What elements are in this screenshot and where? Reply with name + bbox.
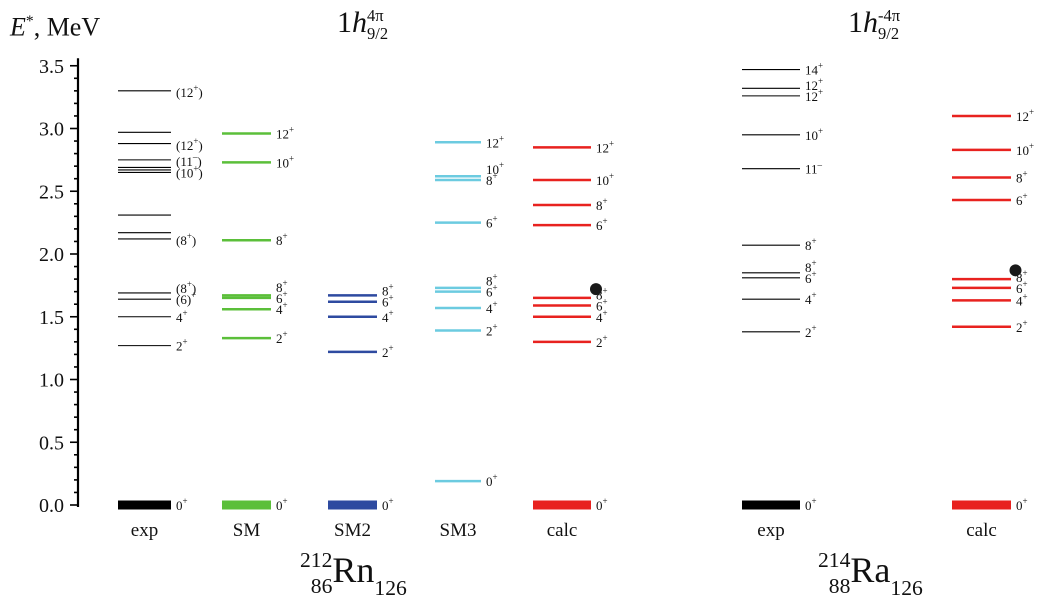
- column-1-sm-spin-label: 2+: [276, 329, 288, 346]
- y-tick-label: 2.0: [39, 244, 64, 266]
- column-4-calc-name: calc: [547, 520, 578, 541]
- column-0-exp-spin-label: (8+): [176, 279, 196, 296]
- y-tick-label: 0.5: [39, 432, 64, 454]
- column-5-exp-spin-label: 2+: [805, 323, 817, 340]
- nucleus-rn-label: 212 86 Rn126: [300, 548, 407, 600]
- column-4-calc-spin-label: 8+: [596, 196, 608, 213]
- column-4-calc-spin-label: 8+: [596, 285, 608, 302]
- column-1-sm-spin-label: 12+: [276, 125, 294, 142]
- y-tick-label: 3.5: [39, 56, 64, 78]
- column-2-sm2-spin-label: 6+: [382, 293, 394, 310]
- column-5-exp-spin-label: 12+: [805, 76, 823, 93]
- column-0-exp-spin-label: (11–): [176, 152, 202, 169]
- column-6-calc-spin-label: 4+: [1016, 291, 1028, 308]
- nucleus-ra-label: 214 88 Ra126: [818, 548, 923, 600]
- column-4-calc-spin-label: 10+: [596, 171, 614, 188]
- column-2-sm2-spin-label: 0+: [382, 496, 394, 513]
- column-5-exp-spin-label: 10+: [805, 126, 823, 143]
- y-tick-label: 1.0: [39, 370, 64, 392]
- column-5-exp-spin-label: 8+: [805, 258, 817, 275]
- column-2-sm2-name: SM2: [334, 520, 371, 541]
- column-1-sm-spin-label: 8+: [276, 231, 288, 248]
- column-5-exp-spin-label: 14+: [805, 61, 823, 78]
- column-1-sm-spin-label: 8+: [276, 278, 288, 295]
- column-5-exp-spin-label: 12+: [805, 87, 823, 104]
- column-3-sm3-spin-label: 8+: [486, 171, 498, 188]
- column-1-sm-name: SM: [233, 520, 261, 541]
- column-0-exp-spin-label: 4+: [176, 308, 188, 325]
- column-6-calc-spin-label: 0+: [1016, 496, 1028, 513]
- column-5-exp-spin-label: 4+: [805, 290, 817, 307]
- y-tick-label: 0.0: [39, 495, 64, 517]
- column-3-sm3-spin-label: 6+: [486, 214, 498, 231]
- y-tick-label: 1.5: [39, 307, 64, 329]
- column-1-sm-spin-label: 0+: [276, 496, 288, 513]
- y-axis-label: E*, MeV: [10, 12, 101, 42]
- column-2-sm2-spin-label: 8+: [382, 282, 394, 299]
- column-5-exp-spin-label: 11–: [805, 160, 823, 177]
- column-5-exp-spin-label: 8+: [805, 236, 817, 253]
- column-4-calc-spin-label: 6+: [596, 296, 608, 313]
- column-6-calc-spin-label: 2+: [1016, 318, 1028, 335]
- column-3-sm3-spin-label: 0+: [486, 472, 498, 489]
- y-tick-label: 2.5: [39, 181, 64, 203]
- column-0-exp-spin-label: (10+): [176, 163, 203, 180]
- column-0-exp-spin-label: (6)+: [176, 290, 196, 307]
- header-ra-orbital: 1h -4π 9/2: [848, 6, 901, 43]
- column-6-calc-name: calc: [966, 520, 997, 541]
- column-4-calc-spin-label: 0+: [596, 496, 608, 513]
- column-4-calc-spin-label: 6+: [596, 216, 608, 233]
- column-0-exp-spin-label: 0+: [176, 496, 188, 513]
- column-4-calc-spin-label: 4+: [596, 308, 608, 325]
- column-3-sm3-spin-label: 8+: [486, 272, 498, 289]
- column-3-sm3-spin-label: 2+: [486, 322, 498, 339]
- column-4-calc-spin-label: 12+: [596, 138, 614, 155]
- column-6-calc-marker-dot: [1009, 264, 1022, 277]
- column-3-sm3-name: SM3: [440, 520, 477, 541]
- column-3-sm3-spin-label: 6+: [486, 283, 498, 300]
- column-1-sm-spin-label: 10+: [276, 153, 294, 170]
- column-5-exp-spin-label: 0+: [805, 496, 817, 513]
- column-0-exp-spin-label: 2+: [176, 337, 188, 354]
- column-6-calc-spin-label: 8+: [1016, 168, 1028, 185]
- column-5-exp-name: exp: [757, 520, 784, 541]
- column-4-calc-spin-label: 2+: [596, 333, 608, 350]
- column-0-exp-name: exp: [131, 520, 158, 541]
- column-2-sm2-spin-label: 2+: [382, 343, 394, 360]
- column-0-exp-spin-label: (8+): [176, 231, 196, 248]
- column-4-calc-marker-dot: [590, 283, 602, 296]
- column-3-sm3-spin-label: 12+: [486, 133, 504, 150]
- header-rn-orbital: 1h 4π 9/2: [337, 6, 389, 43]
- column-0-exp-spin-label: (12+): [176, 136, 203, 153]
- column-6-calc-spin-label: 6+: [1016, 279, 1028, 296]
- column-2-sm2-spin-label: 4+: [382, 308, 394, 325]
- column-1-sm-spin-label: 4+: [276, 300, 288, 317]
- column-0-exp-spin-label: (12+): [176, 83, 203, 100]
- column-3-sm3-spin-label: 4+: [486, 299, 498, 316]
- column-1-sm-spin-label: 6+: [276, 289, 288, 306]
- column-6-calc-spin-label: 12+: [1016, 107, 1034, 124]
- column-6-calc-spin-label: 10+: [1016, 141, 1034, 158]
- column-3-sm3-spin-label: 10+: [486, 160, 504, 177]
- column-6-calc-spin-label: 6+: [1016, 191, 1028, 208]
- y-tick-label: 3.0: [39, 119, 64, 141]
- column-5-exp-spin-label: 6+: [805, 269, 817, 286]
- column-6-calc-spin-label: 8+: [1016, 268, 1028, 285]
